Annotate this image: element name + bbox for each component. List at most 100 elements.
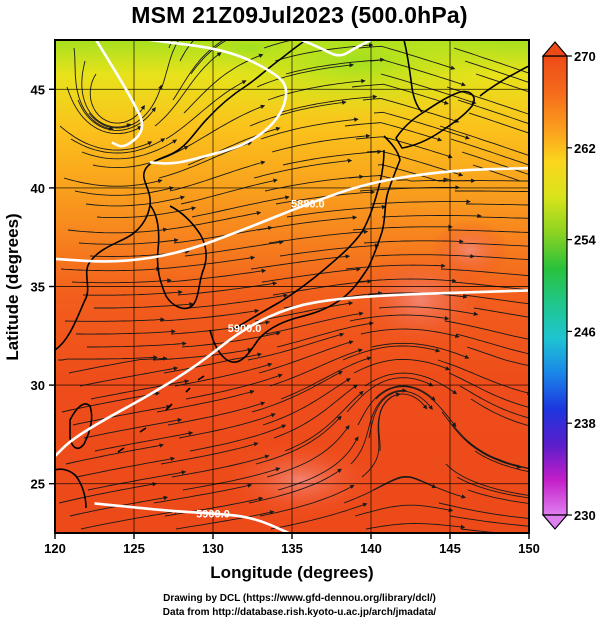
contour-line-5760: [301, 40, 372, 57]
streamline: [348, 175, 448, 183]
streamline: [475, 73, 529, 93]
streamline: [468, 112, 529, 134]
streamline: [58, 482, 157, 504]
streamline: [282, 149, 382, 166]
streamline: [262, 378, 351, 426]
colorbar-tick-label: 238: [574, 416, 596, 431]
streamline: [60, 266, 161, 272]
streamline: [74, 186, 174, 196]
streamline: [280, 356, 372, 400]
contour-line-5900: [55, 289, 529, 458]
streamline: [269, 348, 363, 387]
streamline: [173, 225, 273, 244]
streamline: [164, 496, 264, 517]
streamline: [76, 456, 176, 478]
streamline: [360, 328, 460, 339]
x-tick-label: 120: [44, 541, 66, 556]
streamline: [372, 475, 466, 499]
y-tick-label: 45: [31, 82, 45, 97]
streamline: [469, 255, 529, 261]
streamline: [458, 242, 529, 247]
streamline: [439, 125, 529, 157]
streamline: [177, 281, 278, 296]
chart-title: MSM 21Z09Jul2023 (500.0hPa): [131, 2, 468, 28]
streamline: [373, 111, 470, 140]
streamline: [440, 268, 529, 277]
streamline: [183, 53, 264, 114]
streamline: [467, 489, 529, 504]
streamline: [447, 229, 529, 233]
streamline: [286, 204, 387, 218]
streamline: [276, 321, 374, 348]
streamline: [462, 294, 529, 305]
streamline: [361, 392, 401, 478]
streamline: [271, 133, 371, 153]
streamline: [342, 345, 441, 361]
streamline: [449, 515, 529, 527]
streamline: [474, 450, 529, 473]
y-tick-label: 40: [31, 181, 45, 196]
streamline: [181, 331, 281, 348]
streamline: [476, 216, 529, 219]
streamline: [370, 199, 471, 205]
x-tick-label: 130: [202, 541, 224, 556]
streamline: [473, 307, 529, 318]
streamline: [66, 86, 143, 135]
streamline: [455, 190, 529, 193]
lat-lon-grid: [55, 40, 529, 533]
streamline: [453, 47, 529, 74]
streamline: [349, 314, 450, 322]
streamline: [266, 424, 350, 478]
streamline: [156, 389, 255, 413]
x-tick-label: 135: [281, 541, 303, 556]
coastlines: [55, 40, 529, 509]
streamline: [247, 332, 345, 361]
streamline: [77, 99, 156, 131]
streamline: [381, 213, 482, 219]
streamline: [251, 371, 343, 413]
streamline: [284, 390, 364, 452]
streamline: [160, 442, 259, 465]
coastline-mainland-asia: [55, 40, 307, 351]
streamline: [260, 117, 359, 140]
streamline: [374, 253, 475, 259]
streamline: [455, 333, 529, 355]
streamline: [171, 454, 270, 478]
credit-line-data: Data from http://database.rish.kyoto-u.a…: [162, 607, 437, 618]
streamline: [343, 476, 437, 504]
streamline: [76, 329, 176, 335]
streamline: [81, 139, 178, 160]
contour-label: 5900.0: [228, 323, 262, 335]
streamline: [253, 158, 353, 179]
streamline: [64, 317, 165, 322]
contour-line-5880: [55, 166, 529, 263]
streamline: [153, 483, 253, 504]
streamline: [188, 293, 288, 309]
streamline: [345, 263, 446, 270]
streamline: [169, 160, 266, 192]
streamline: [68, 356, 168, 374]
streamline: [438, 502, 529, 519]
coastline-hokkaido: [395, 90, 475, 149]
streamline: [59, 125, 153, 151]
credit-line-drawing: Drawing by DCL (https://www.gfd-dennou.o…: [163, 593, 436, 604]
streamline: [85, 195, 185, 207]
streamline: [248, 468, 342, 504]
streamline: [176, 104, 266, 153]
streamline: [356, 278, 457, 284]
streamline: [466, 203, 529, 206]
streamline: [375, 386, 457, 427]
streamline: [185, 373, 283, 400]
streamline: [437, 359, 529, 396]
streamline: [180, 178, 278, 205]
streamline: [257, 215, 358, 231]
x-tick-label: 125: [123, 541, 145, 556]
streamline: [353, 358, 451, 374]
x-tick-label: 145: [439, 541, 461, 556]
streamline: [445, 463, 529, 496]
streamline: [441, 411, 522, 469]
streamline: [263, 40, 295, 49]
coastline-korea: [149, 204, 207, 310]
streamline: [94, 431, 194, 452]
streamline: [254, 301, 354, 322]
